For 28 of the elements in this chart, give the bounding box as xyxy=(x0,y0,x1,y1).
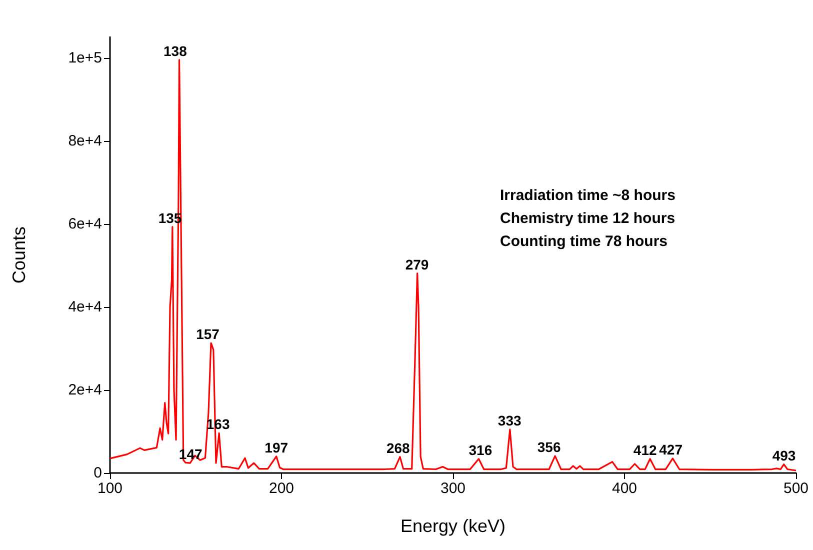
annotation: 279 xyxy=(405,256,429,272)
annotation: 493 xyxy=(772,447,796,464)
annotation: 138 xyxy=(163,42,188,59)
x-tick-label: 300 xyxy=(440,480,466,497)
y-tick-label: 1e+5 xyxy=(68,49,102,66)
line-series xyxy=(109,59,797,472)
x-axis-title: Energy (keV) xyxy=(400,516,506,536)
annotation: 412 xyxy=(633,442,657,458)
annotation: 356 xyxy=(537,438,561,455)
y-tick-label: 4e+4 xyxy=(68,298,102,316)
annotation: 427 xyxy=(659,441,683,458)
annotation: Chemistry time 12 hours xyxy=(500,210,676,227)
annotation: 157 xyxy=(196,326,220,342)
y-tick-label: 0 xyxy=(94,464,102,482)
y-tick-label: 8e+4 xyxy=(68,132,102,150)
annotation: Counting time 78 hours xyxy=(500,233,668,250)
x-tick-label: 200 xyxy=(268,480,294,497)
x-tick-label: 400 xyxy=(612,480,638,497)
y-tick-label: 2e+4 xyxy=(68,381,102,398)
annotation: 333 xyxy=(498,412,522,428)
x-tick-label: 100 xyxy=(97,480,123,497)
annotation: 268 xyxy=(386,440,410,456)
annotation: 197 xyxy=(264,439,288,456)
y-tick-label: 6e+4 xyxy=(68,215,102,232)
annotation: Irradiation time ~8 hours xyxy=(500,187,676,204)
x-tick-label: 500 xyxy=(783,480,809,497)
y-axis-title: Counts xyxy=(9,226,29,284)
annotation: 316 xyxy=(468,442,492,458)
